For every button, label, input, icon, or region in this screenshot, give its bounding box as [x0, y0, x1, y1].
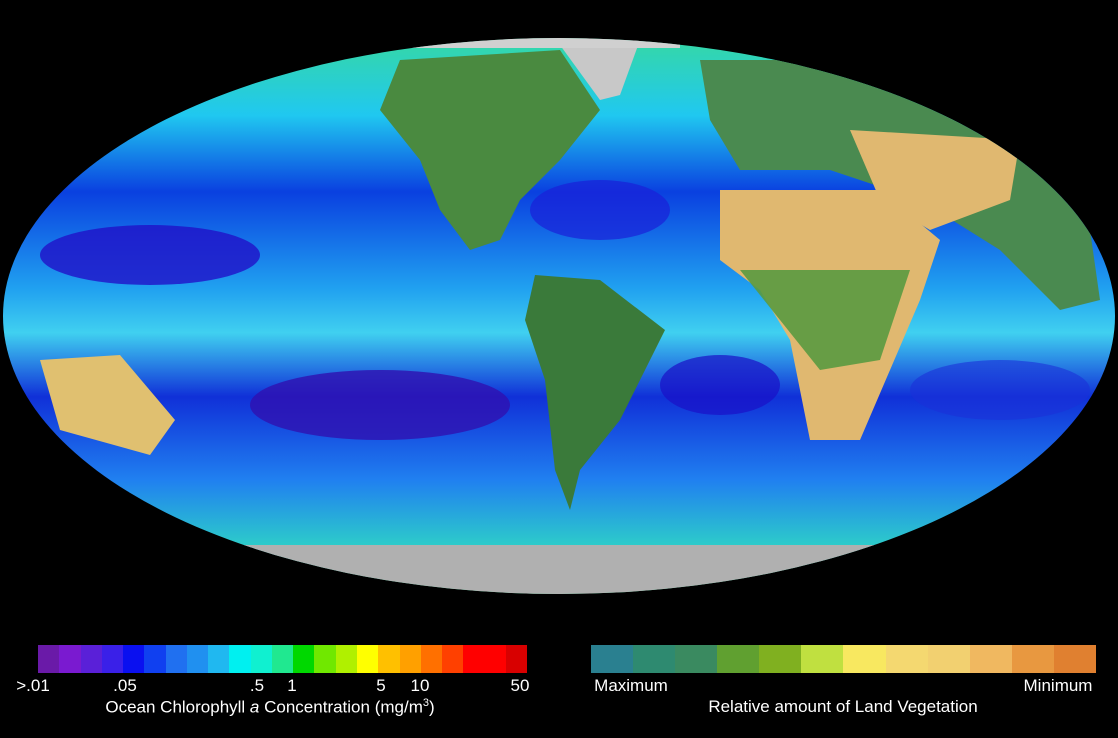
color-swatch [38, 645, 60, 673]
color-swatch [123, 645, 145, 673]
color-swatch [442, 645, 464, 673]
chlorophyll-tick: 5 [376, 676, 386, 695]
color-swatch [1011, 645, 1054, 673]
vegetation-max-label: Maximum [594, 676, 668, 695]
color-swatch [399, 645, 421, 673]
australia [40, 355, 175, 455]
vegetation-min-label: Minimum [1023, 676, 1093, 695]
arctic-ice [380, 38, 680, 48]
color-swatch [101, 645, 124, 673]
color-swatch [759, 645, 802, 673]
chlorophyll-legend-title: Ocean Chlorophyll a Concentration (mg/m3… [105, 697, 434, 718]
color-swatch [633, 645, 676, 673]
antarctica [3, 545, 1115, 594]
chlorophyll-tick: .05 [113, 676, 137, 695]
color-swatch [1053, 645, 1096, 673]
vegetation-color-scale [591, 645, 1096, 673]
color-swatch [208, 645, 230, 673]
color-swatch [969, 645, 1012, 673]
chlorophyll-tick: .5 [249, 676, 265, 695]
color-swatch [314, 645, 336, 673]
color-swatch [885, 645, 928, 673]
color-swatch [186, 645, 209, 673]
color-swatch [420, 645, 443, 673]
title-superscript: 3 [422, 697, 429, 709]
chlorophyll-tick: >.01 [16, 676, 50, 695]
color-swatch [144, 645, 166, 673]
north-america [380, 50, 600, 250]
world-map [3, 38, 1115, 594]
africa-vegetation [740, 270, 910, 370]
color-swatch [801, 645, 844, 673]
color-swatch [505, 645, 528, 673]
color-swatch [271, 645, 294, 673]
title-part: Ocean Chlorophyll [105, 697, 250, 717]
title-part: Concentration (mg/m [259, 697, 423, 717]
color-swatch [484, 645, 506, 673]
title-italic: a [249, 697, 260, 717]
vegetation-legend-title: Relative amount of Land Vegetation [708, 697, 978, 716]
color-swatch [927, 645, 970, 673]
greenland [560, 40, 640, 100]
color-swatch [165, 645, 187, 673]
color-swatch [293, 645, 315, 673]
color-swatch [378, 645, 400, 673]
color-swatch [591, 645, 634, 673]
color-swatch [80, 645, 102, 673]
color-swatch [463, 645, 485, 673]
chlorophyll-tick: 10 [410, 676, 430, 695]
chlorophyll-tick: 1 [287, 676, 297, 695]
color-swatch [250, 645, 272, 673]
south-america [525, 275, 665, 510]
chlorophyll-color-scale [38, 645, 528, 673]
color-swatch [843, 645, 886, 673]
color-swatch [229, 645, 251, 673]
title-part: ) [428, 697, 435, 717]
color-swatch [335, 645, 357, 673]
color-swatch [356, 645, 379, 673]
color-swatch [59, 645, 81, 673]
color-swatch [675, 645, 718, 673]
color-swatch [717, 645, 760, 673]
chlorophyll-tick: 50 [510, 676, 530, 695]
